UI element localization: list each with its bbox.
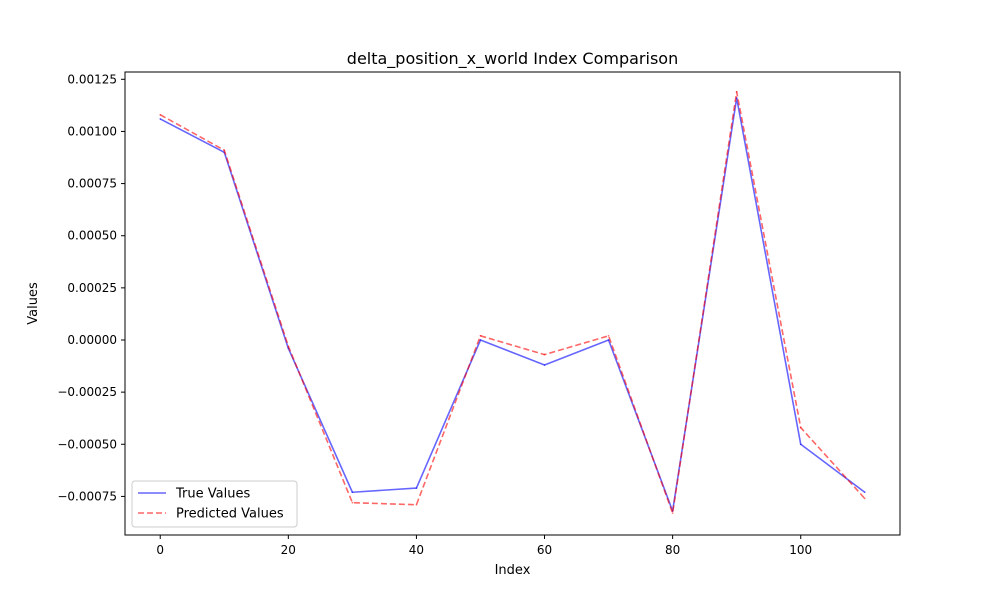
y-axis-label: Values (26, 282, 41, 325)
data-point (415, 487, 418, 489)
data-point (159, 113, 162, 116)
data-point (479, 339, 482, 341)
x-tick-label: 100 (789, 543, 812, 557)
data-point (287, 345, 290, 348)
data-point (543, 364, 546, 366)
x-tick-label: 80 (665, 543, 680, 557)
series-line-predicted-values (159, 91, 866, 514)
data-point (671, 512, 674, 514)
legend-box (131, 480, 298, 528)
series-layer (159, 91, 866, 514)
plot-frame (124, 71, 901, 536)
y-tick-label: −0.00025 (57, 385, 117, 399)
data-point (799, 443, 802, 446)
data-point (607, 339, 610, 341)
data-point (351, 491, 354, 494)
x-tick-label: 40 (409, 543, 424, 557)
y-tick-label: 0.00050 (67, 229, 117, 243)
data-point (159, 118, 162, 120)
y-tick-label: −0.00075 (57, 489, 117, 503)
data-point (223, 149, 226, 152)
data-point (735, 91, 738, 93)
legend: True Values Predicted Values (131, 480, 298, 528)
legend-label: Predicted Values (176, 507, 284, 522)
legend-label: True Values (175, 487, 250, 502)
y-tick-label: 0.00000 (67, 333, 117, 347)
x-tick-label: 60 (537, 543, 552, 557)
x-axis-label: Index (495, 563, 531, 578)
y-tick-label: 0.00100 (67, 124, 117, 138)
chart-title: delta_position_x_world Index Comparison (347, 49, 678, 69)
x-axis: 0 20 40 60 80 100 (156, 535, 812, 557)
data-point (863, 497, 866, 500)
data-point (543, 353, 546, 356)
y-tick-label: −0.00050 (57, 437, 117, 451)
data-point (351, 501, 354, 504)
data-point (607, 335, 610, 337)
series-line-true-values (159, 97, 866, 512)
data-point (479, 335, 482, 337)
data-point (415, 503, 418, 506)
data-point (863, 491, 866, 494)
y-tick-label: 0.00125 (67, 72, 117, 86)
y-axis: −0.00075 −0.00050 −0.00025 0.00000 0.00025 0.… (57, 72, 125, 503)
y-tick-label: 0.00025 (67, 281, 117, 295)
x-tick-label: 20 (281, 543, 296, 557)
y-tick-label: 0.00075 (67, 177, 117, 191)
x-tick-label: 0 (156, 543, 164, 557)
data-point (799, 426, 802, 429)
